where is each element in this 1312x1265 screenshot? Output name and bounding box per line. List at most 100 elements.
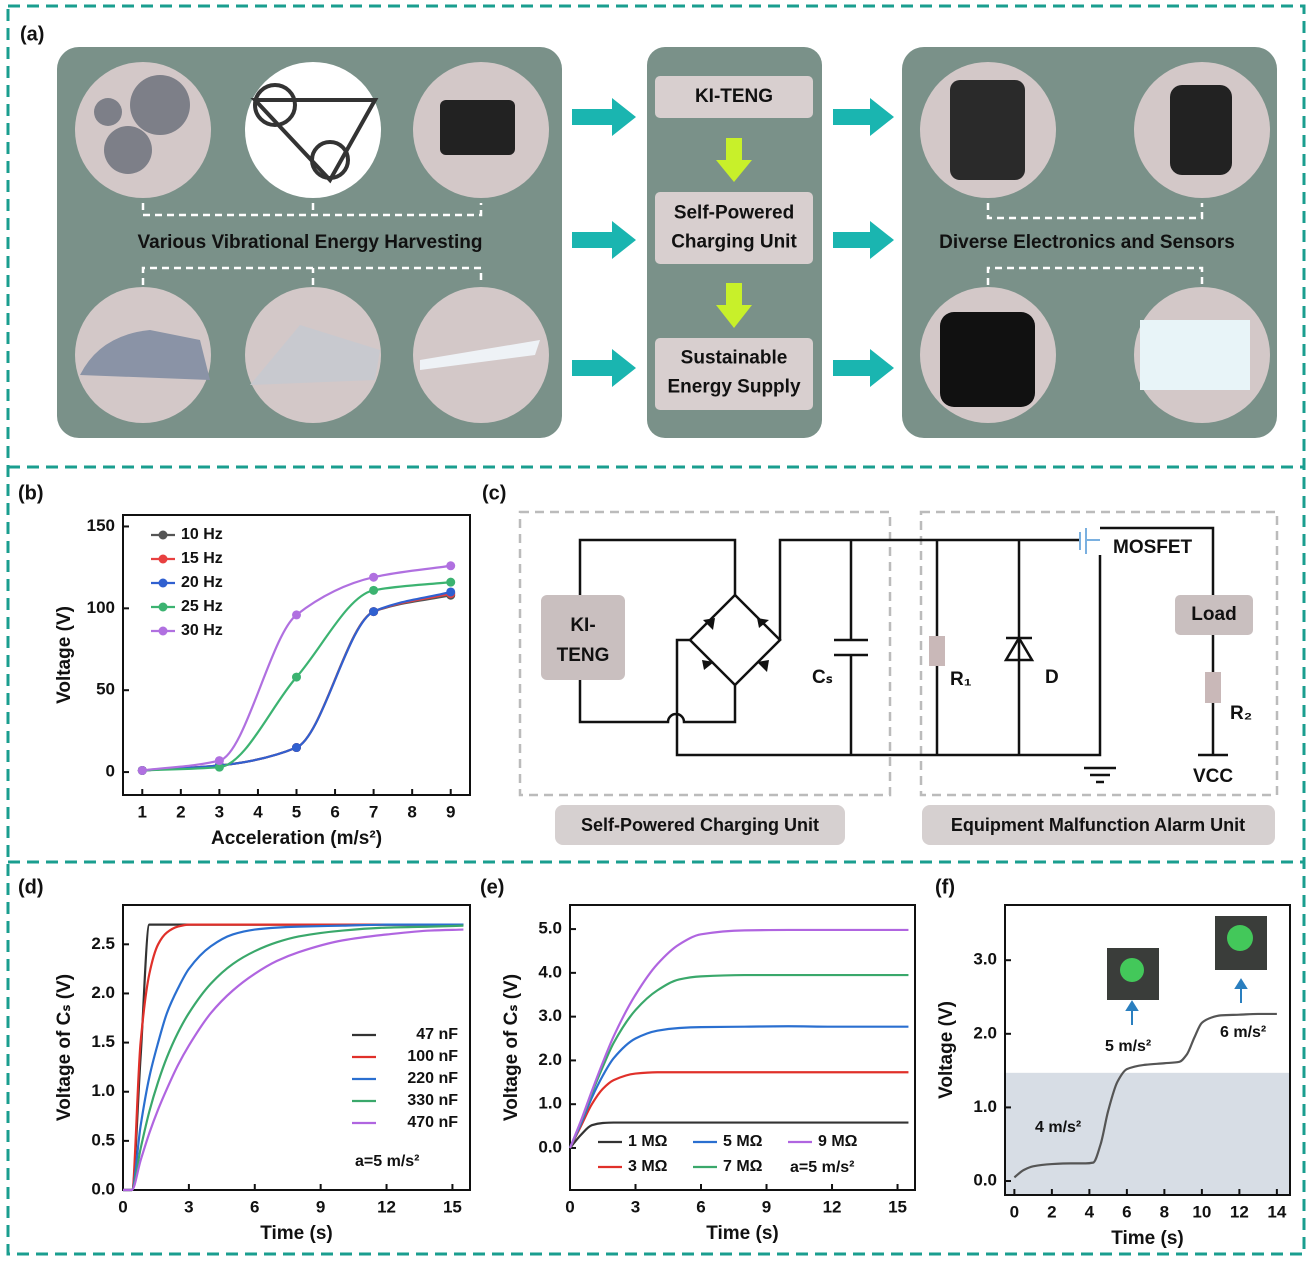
x-tick-label: 9 bbox=[316, 1197, 325, 1216]
legend-label: 1 MΩ bbox=[628, 1133, 668, 1150]
panel-label: (f) bbox=[935, 876, 955, 898]
x-tick-label: 3 bbox=[184, 1197, 193, 1216]
box-label: KI-TENG bbox=[695, 86, 773, 107]
y-tick-label: 5.0 bbox=[538, 919, 562, 938]
legend-swatch bbox=[159, 627, 168, 636]
x-tick-label: 1 bbox=[138, 802, 147, 821]
data-point bbox=[292, 610, 301, 619]
plot-frame bbox=[123, 515, 470, 795]
y-axis-label: Voltage of Cₛ (V) bbox=[501, 974, 522, 1121]
y-tick-label: 2.0 bbox=[91, 983, 115, 1002]
y-tick-label: 0.0 bbox=[538, 1137, 562, 1156]
capacitor-label: Cₛ bbox=[812, 667, 833, 688]
unit-label: Self-Powered Charging Unit bbox=[581, 815, 819, 835]
legend-label: 10 Hz bbox=[181, 526, 223, 543]
x-tick-label: 6 bbox=[250, 1197, 259, 1216]
figure: (a) bbox=[0, 0, 1312, 1260]
box-label: Self-Powered bbox=[674, 203, 794, 224]
legend-swatch bbox=[159, 603, 168, 612]
annotation: a=5 m/s² bbox=[790, 1159, 854, 1176]
y-tick-label: 100 bbox=[87, 598, 115, 617]
x-tick-label: 0 bbox=[1010, 1202, 1019, 1221]
y-tick-label: 4.0 bbox=[538, 962, 562, 981]
legend-label: 15 Hz bbox=[181, 550, 223, 567]
right-title: Diverse Electronics and Sensors bbox=[939, 232, 1235, 253]
diode-label: D bbox=[1045, 667, 1059, 688]
annotation: 6 m/s² bbox=[1220, 1024, 1266, 1041]
legend-swatch bbox=[159, 579, 168, 588]
x-tick-label: 4 bbox=[253, 802, 263, 821]
x-axis-label: Time (s) bbox=[260, 1223, 333, 1244]
data-line bbox=[570, 930, 908, 1148]
x-tick-label: 3 bbox=[215, 802, 224, 821]
legend-label: 5 MΩ bbox=[723, 1133, 763, 1150]
x-axis-label: Time (s) bbox=[706, 1223, 779, 1244]
data-point bbox=[292, 743, 301, 752]
x-tick-label: 9 bbox=[762, 1197, 771, 1216]
legend-label: 25 Hz bbox=[181, 598, 223, 615]
data-point bbox=[215, 756, 224, 765]
x-tick-label: 5 bbox=[292, 802, 301, 821]
switch-label: MOSFET bbox=[1113, 537, 1193, 558]
x-tick-label: 3 bbox=[631, 1197, 640, 1216]
data-point bbox=[369, 607, 378, 616]
legend-label: 470 nF bbox=[407, 1114, 458, 1131]
x-tick-label: 0 bbox=[565, 1197, 574, 1216]
circuit bbox=[520, 512, 1277, 845]
data-point bbox=[292, 673, 301, 682]
unit-label: Equipment Malfunction Alarm Unit bbox=[951, 815, 1245, 835]
x-tick-label: 14 bbox=[1267, 1202, 1286, 1221]
x-tick-label: 15 bbox=[888, 1197, 907, 1216]
x-tick-label: 12 bbox=[823, 1197, 842, 1216]
legend-label: 30 Hz bbox=[181, 622, 223, 639]
y-tick-label: 50 bbox=[96, 680, 115, 699]
x-tick-label: 2 bbox=[1047, 1202, 1056, 1221]
data-point bbox=[446, 578, 455, 587]
y-tick-label: 2.5 bbox=[91, 934, 115, 953]
legend-label: 9 MΩ bbox=[818, 1133, 858, 1150]
y-tick-label: 1.0 bbox=[91, 1081, 115, 1100]
x-tick-label: 12 bbox=[1230, 1202, 1249, 1221]
annotation: 5 m/s² bbox=[1105, 1038, 1151, 1055]
x-tick-label: 7 bbox=[369, 802, 378, 821]
annotation: a=5 m/s² bbox=[355, 1153, 419, 1170]
data-line bbox=[570, 1026, 908, 1148]
legend-label: 100 nF bbox=[407, 1048, 458, 1065]
data-point bbox=[369, 586, 378, 595]
x-tick-label: 10 bbox=[1192, 1202, 1211, 1221]
source-label: TENG bbox=[557, 645, 610, 666]
x-tick-label: 0 bbox=[118, 1197, 127, 1216]
data-point bbox=[138, 766, 147, 775]
y-tick-label: 2.0 bbox=[973, 1023, 997, 1042]
box-label: Energy Supply bbox=[667, 377, 800, 398]
fit-curve bbox=[142, 566, 450, 771]
legend-label: 20 Hz bbox=[181, 574, 223, 591]
y-tick-label: 0 bbox=[106, 762, 115, 781]
y-tick-label: 3.0 bbox=[538, 1006, 562, 1025]
data-point bbox=[369, 573, 378, 582]
y-axis-label: Voltage (V) bbox=[54, 606, 75, 704]
y-axis-label: Voltage (V) bbox=[936, 1001, 957, 1099]
legend-label: 220 nF bbox=[407, 1070, 458, 1087]
legend-label: 47 nF bbox=[416, 1026, 458, 1043]
load-label: Load bbox=[1191, 604, 1236, 625]
y-tick-label: 0.0 bbox=[91, 1179, 115, 1198]
resistor-label: R₂ bbox=[1230, 703, 1252, 724]
y-tick-label: 0.5 bbox=[91, 1130, 115, 1149]
box-label: Sustainable bbox=[681, 348, 788, 369]
left-title: Various Vibrational Energy Harvesting bbox=[138, 232, 483, 253]
legend-swatch bbox=[159, 555, 168, 564]
y-tick-label: 1.0 bbox=[973, 1097, 997, 1116]
panel-label: (d) bbox=[18, 876, 44, 898]
legend-label: 330 nF bbox=[407, 1092, 458, 1109]
x-tick-label: 8 bbox=[1160, 1202, 1169, 1221]
box-label: Charging Unit bbox=[671, 232, 797, 253]
x-tick-label: 8 bbox=[407, 802, 416, 821]
legend-label: 3 MΩ bbox=[628, 1158, 668, 1175]
panel-label: (a) bbox=[20, 23, 44, 45]
y-tick-label: 0.0 bbox=[973, 1170, 997, 1189]
x-tick-label: 15 bbox=[443, 1197, 462, 1216]
panel-label: (b) bbox=[18, 482, 44, 504]
legend-label: 7 MΩ bbox=[723, 1158, 763, 1175]
x-axis-label: Acceleration (m/s²) bbox=[211, 828, 382, 849]
